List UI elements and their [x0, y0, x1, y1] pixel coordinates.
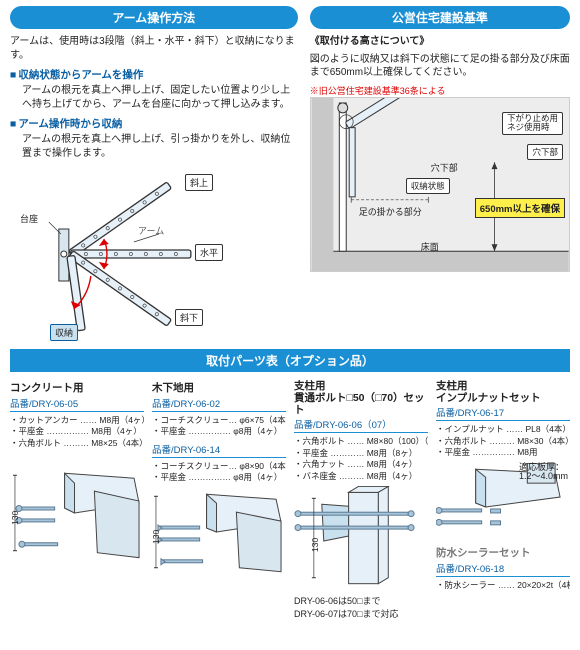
arm-h2-text: アーム操作時から収納	[18, 118, 122, 130]
std-header: 公営住宅建設基準	[310, 6, 570, 29]
std-sub: 《取付ける高さについて》	[310, 35, 570, 49]
c4-s1-2: ・平座金 …………… M8用	[436, 447, 570, 458]
c3-s3: ・バネ座金 ……… M8用（4ヶ）	[294, 471, 428, 482]
lbl-horiz: 水平	[195, 244, 223, 261]
lbl-foot: 足の掛かる部分	[359, 205, 422, 218]
lbl-store: 収納	[50, 324, 78, 341]
c1-dim: 130	[10, 511, 20, 525]
c4-figure: 適応板厚： 1.2〜4.0mm	[436, 463, 570, 543]
c3-title: 支柱用 貫通ボルト□50（□70）セット	[294, 380, 428, 416]
std-p: 図のように収納又は斜下の状態にて足の掛る部分及び床面まで650mm以上確保してく…	[310, 53, 570, 80]
c4-title2: 防水シーラーセット	[436, 545, 570, 560]
c1-spec-1: ・平座金 …………… M8用（4ヶ）	[10, 426, 144, 437]
arm-h1-text: 収納状態からアームを操作	[18, 69, 143, 81]
lbl-hole-lower: 穴下部	[431, 161, 458, 174]
c3-code: 品番/DRY-06-06（07）	[294, 417, 428, 433]
c4-code1: 品番/DRY-06-17	[436, 405, 570, 421]
arm-operation-figure: 台座 アーム 斜上 水平 斜下 収納	[10, 164, 298, 339]
c4-thick-val: 1.2〜4.0mm	[519, 471, 568, 481]
lbl-650req: 650mm以上を確保	[475, 198, 565, 218]
c4-s1-1: ・六角ボルト ……… M8×30（4本）	[436, 436, 570, 447]
c4-thick-lbl: 適応板厚：	[519, 462, 564, 472]
c2-figure: 130	[152, 488, 286, 578]
arm-p1: アームの根元を真上へ押し上げ、固定したい位置より少し上へ持ち上げてから、アームを…	[22, 84, 298, 111]
height-std-figure: 下がり止め用 ネジ使用時 穴下部 穴下部 収納状態 足の掛かる部分 床面 650…	[310, 97, 570, 272]
c2-s1-1: ・平座金 …………… φ8用（4ヶ）	[152, 426, 286, 437]
c2-title: 木下地用	[152, 380, 286, 395]
c2-s2-1: ・平座金 …………… φ8用（4ヶ）	[152, 472, 286, 483]
c3-s0: ・六角ボルト …… M8×80（100）（4本）	[294, 436, 428, 447]
c4-s1-0: ・インプルナット …… PL8（4本）	[436, 424, 570, 435]
arm-op-header: アーム操作方法	[10, 6, 298, 29]
arm-intro: アームは、使用時は3段階（斜上・水平・斜下）と収納になります。	[10, 35, 298, 62]
arm-h2: ■アーム操作時から収納	[10, 116, 298, 131]
c3-figure: 130	[294, 486, 428, 596]
c1-title: コンクリート用	[10, 380, 144, 395]
c3-dim: 130	[310, 538, 320, 552]
arm-p2: アームの根元を真上へ押し上げ、引っ掛かりを外し、収納位置まで操作します。	[22, 133, 298, 160]
c2-code2: 品番/DRY-06-14	[152, 442, 286, 458]
c4-s2-0: ・防水シーラー …… 20×20×2t（4枚）	[436, 580, 570, 591]
parts-header: 取付パーツ表（オプション品）	[10, 349, 570, 372]
c3-note: DRY-06-06は50□まで DRY-06-07は70□まで対応	[294, 594, 428, 620]
lbl-up: 斜上	[185, 174, 213, 191]
lbl-base: 台座	[20, 212, 38, 225]
c4-title: 支柱用 インプルナットセット	[436, 380, 570, 404]
std-note: ※旧公営住宅建設基準36条による	[310, 84, 570, 97]
lbl-screw: 下がり止め用 ネジ使用時	[502, 112, 563, 136]
c1-figure: 130	[10, 453, 144, 568]
arm-h1: ■収納状態からアームを操作	[10, 67, 298, 82]
c2-s2-0: ・コーチスクリュー… φ8×90（4本）	[152, 461, 286, 472]
lbl-floor: 床面	[421, 240, 439, 253]
lbl-down: 斜下	[175, 309, 203, 326]
c1-spec-0: ・カットアンカー …… M8用（4ヶ）	[10, 415, 144, 426]
c2-code1: 品番/DRY-06-02	[152, 396, 286, 412]
lbl-arm-word: アーム	[138, 224, 164, 237]
c4-code2: 品番/DRY-06-18	[436, 561, 570, 577]
c3-s2: ・六角ナット …… M8用（4ヶ）	[294, 459, 428, 470]
c2-s1-0: ・コーチスクリュー… φ6×75（4本）	[152, 415, 286, 426]
c1-code: 品番/DRY-06-05	[10, 396, 144, 412]
lbl-hole-upper: 穴下部	[527, 144, 563, 160]
c3-s1: ・平座金 ………… M8用（8ヶ）	[294, 448, 428, 459]
c1-spec-2: ・六角ボルト ……… M8×25（4本）	[10, 438, 144, 449]
c2-dim: 130	[151, 530, 161, 544]
lbl-stored: 収納状態	[406, 178, 450, 194]
